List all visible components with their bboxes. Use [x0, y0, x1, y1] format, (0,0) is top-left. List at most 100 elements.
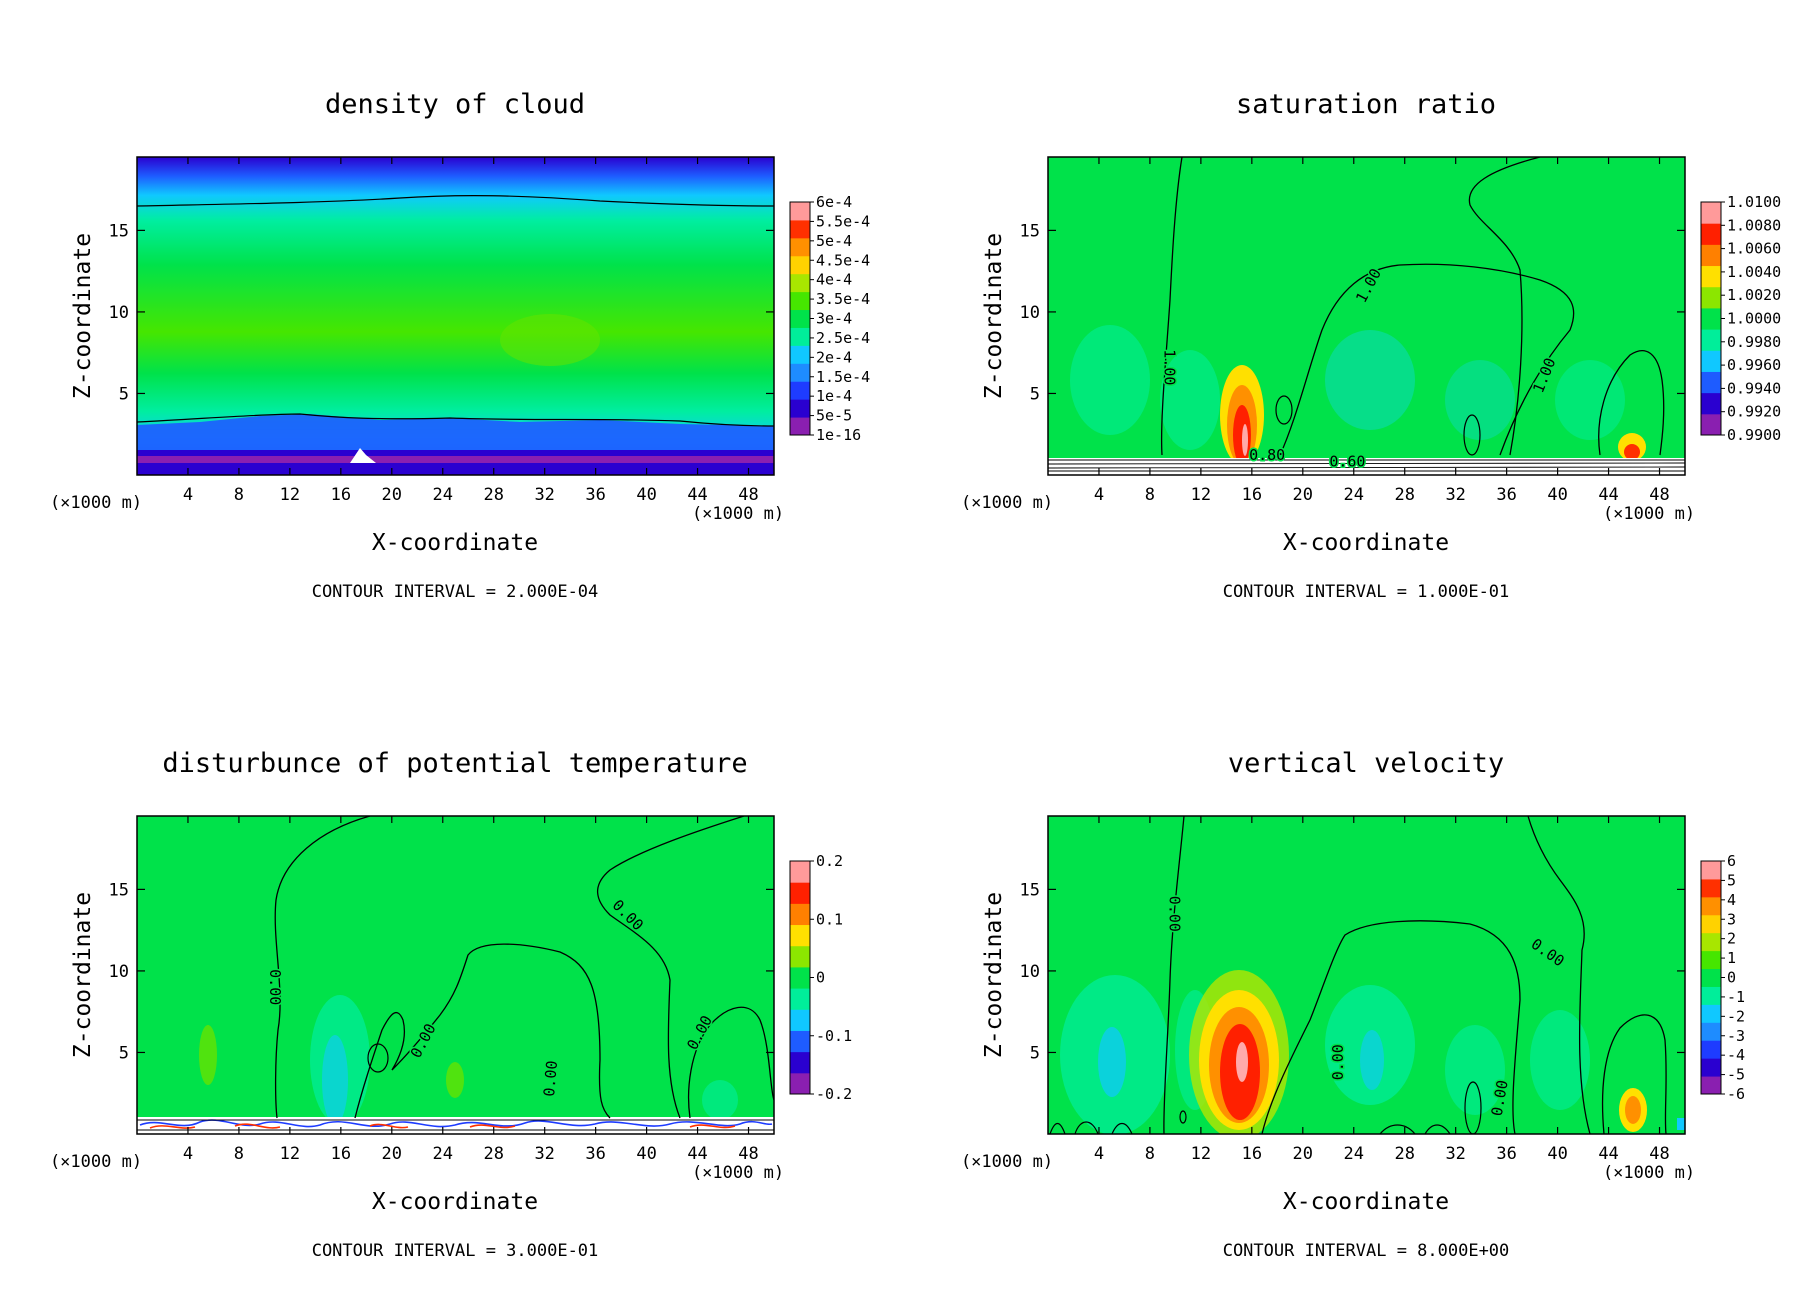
x-axis-label: X-coordinate: [1283, 1189, 1449, 1215]
colorbar-label: 0: [816, 969, 825, 987]
x-tick-label: 8: [1145, 1144, 1155, 1164]
colorbar-swatch: [790, 924, 810, 947]
y-tick-label: 10: [1020, 303, 1040, 323]
x-tick-label: 44: [1598, 485, 1618, 505]
x-tick-label: 36: [585, 1144, 605, 1164]
colorbar-label: 6: [1727, 852, 1736, 870]
colorbar-swatch: [790, 861, 810, 883]
plot-frame: [1047, 156, 1686, 476]
x-tick-label: 36: [1496, 485, 1516, 505]
colorbar-swatch: [790, 1051, 810, 1074]
x-ticks: 4 8 12 16 20 24 28 32 36 40 44 48: [183, 816, 759, 1164]
colorbar-label: -4: [1727, 1046, 1745, 1064]
colorbar-swatch: [790, 1072, 810, 1095]
contour-line: [1163, 816, 1185, 1134]
colorbar-swatch: [790, 1009, 810, 1031]
plot-frame: [136, 156, 775, 476]
colorbar-swatch: [790, 237, 810, 257]
contour-line: [1463, 414, 1481, 456]
colorbar-swatch: [790, 399, 810, 418]
x-tick-label: 40: [1547, 485, 1567, 505]
y-axis-label: Z-coordinate: [70, 892, 96, 1058]
x-tick-label: 16: [1242, 1144, 1262, 1164]
contour-line: [1275, 395, 1293, 425]
colorbar-label: 0.9920: [1727, 403, 1781, 421]
contour-label: 0.00: [1166, 896, 1184, 932]
colorbar: -0.2 -0.1 0 0.1 0.2: [789, 852, 852, 1103]
colorbar-label: -6: [1727, 1085, 1745, 1103]
colorbar-swatch: [1701, 1040, 1721, 1059]
colorbar-label: 1.0060: [1727, 240, 1781, 258]
colorbar-swatch: [790, 1030, 810, 1053]
panel-title: vertical velocity: [1228, 748, 1504, 779]
colorbar-swatch: [1701, 350, 1721, 372]
contour-line: [1261, 920, 1521, 1134]
contour-line: [1527, 816, 1591, 1134]
x-tick-label: 12: [1191, 1144, 1211, 1164]
x-tick-label: 44: [687, 485, 707, 505]
field-feature: [500, 314, 600, 366]
x-tick-label: 32: [534, 485, 554, 505]
x-ticks: 4 8 12 16 20 24 28 32 36 40 44 48: [1094, 816, 1670, 1164]
colorbar-swatch: [1701, 307, 1721, 330]
colorbar-label: 1e-16: [816, 426, 861, 444]
panel-title: saturation ratio: [1236, 89, 1496, 120]
colorbar-swatch: [790, 903, 810, 926]
colorbar-label: -0.2: [816, 1085, 852, 1103]
y-tick-label: 5: [1030, 384, 1040, 404]
colorbar-swatch: [790, 417, 810, 436]
contour-interval: CONTOUR INTERVAL = 8.000E+00: [1223, 1241, 1510, 1261]
y-tick-label: 5: [119, 384, 129, 404]
field-feature: [1098, 1027, 1126, 1097]
colorbar-swatch: [1701, 932, 1721, 952]
colorbar-label: 6e-4: [816, 193, 852, 211]
y-tick-label: 15: [109, 880, 129, 900]
x-tick-label: 20: [1293, 485, 1313, 505]
contour-line: [137, 1119, 774, 1131]
x-tick-label: 28: [483, 1144, 503, 1164]
colorbar: 0.9900 0.9920 0.9940 0.9960 0.9980 1.0000 1.00…: [1700, 193, 1781, 444]
y-tick-label: 10: [109, 303, 129, 323]
colorbar-swatch: [1701, 202, 1721, 224]
colorbar-swatch: [1701, 265, 1721, 288]
colorbar-label: 3e-4: [816, 310, 852, 328]
x-unit-right: (×1000 m): [692, 1163, 784, 1183]
colorbar-label: 3.5e-4: [816, 290, 870, 308]
colorbar-swatch: [1701, 1076, 1721, 1095]
colorbar-label: 5e-4: [816, 232, 852, 250]
field-feature: [1555, 360, 1625, 440]
contour-label: 1.00: [1161, 349, 1179, 385]
colorbar-swatch: [790, 988, 810, 1010]
x-tick-label: 4: [183, 485, 193, 505]
x-unit-right: (×1000 m): [1603, 504, 1695, 524]
x-tick-label: 32: [1445, 1144, 1465, 1164]
x-tick-label: 28: [1394, 485, 1414, 505]
field-feature: [1677, 1118, 1685, 1130]
x-unit-left: (×1000 m): [961, 493, 1053, 513]
colorbar-swatch: [1701, 1004, 1721, 1023]
y-tick-label: 15: [109, 221, 129, 241]
y-tick-label: 10: [1020, 962, 1040, 982]
field-feature: [350, 448, 376, 463]
colorbar-label: 5.5e-4: [816, 212, 870, 230]
colorbar-swatch: [1701, 329, 1721, 351]
x-tick-label: 36: [585, 485, 605, 505]
colorbar: -6-5 -4-3 -2-10 12 34 56: [1700, 852, 1745, 1103]
contour-line: [1179, 1110, 1187, 1124]
x-tick-label: 48: [738, 1144, 758, 1164]
plot-frame: [136, 815, 775, 1135]
contour-label: 0.00: [540, 1060, 561, 1098]
panel-title: disturbunce of potential temperature: [162, 748, 747, 779]
y-ticks: 5 10 15: [1020, 880, 1685, 1063]
x-tick-label: 40: [636, 1144, 656, 1164]
colorbar-swatch: [790, 291, 810, 311]
contour-line: [1048, 459, 1685, 472]
colorbar-label: -0.1: [816, 1027, 852, 1045]
x-unit-left: (×1000 m): [50, 1152, 142, 1172]
x-unit-left: (×1000 m): [50, 493, 142, 513]
colorbar-label: 0.2: [816, 852, 843, 870]
colorbar-label: 0.9980: [1727, 333, 1781, 351]
colorbar-swatch: [790, 255, 810, 275]
x-unit-left: (×1000 m): [961, 1152, 1053, 1172]
contour-interval: CONTOUR INTERVAL = 1.000E-01: [1223, 582, 1510, 602]
